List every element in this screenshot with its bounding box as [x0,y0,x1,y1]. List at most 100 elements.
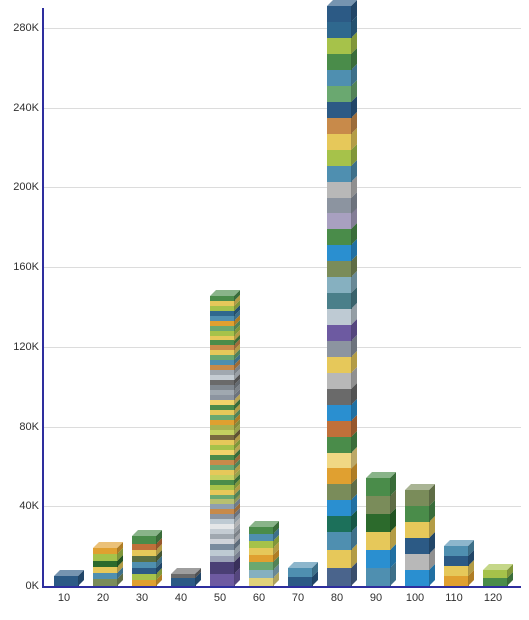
bar-segment [210,475,240,480]
bar-segment [327,293,357,309]
bar-segment [327,309,357,325]
bar-segment [210,385,240,390]
bar-segment [405,506,435,522]
bar-segment [54,576,84,586]
bar-segment [327,325,357,341]
bar-column [210,296,240,586]
bar-segment [210,316,240,321]
bar-segment [210,490,240,495]
bar-segment [210,340,240,345]
bar-segment [210,539,240,544]
bar-segment [210,534,240,539]
bar-segment [210,345,240,350]
bar-segment [210,435,240,440]
bar-segment [249,527,279,534]
bar-segment [366,478,396,496]
bar-segment [210,460,240,465]
bar-segment [132,568,162,574]
bar-segment [210,562,240,574]
bar-segment [327,550,357,568]
bar-column [366,478,396,586]
bar-segment [210,495,240,500]
bar-segment [171,578,201,586]
bar-segment [327,277,357,293]
bar-segment [132,562,162,568]
bar-segment [327,54,357,70]
bar-segment [210,544,240,550]
bars-layer [44,8,521,586]
bar-segment [327,182,357,198]
bar-segment [327,405,357,421]
bar-segment [327,213,357,229]
bar-segment [210,499,240,504]
bar-segment [405,490,435,506]
bar-segment [483,570,513,578]
x-tick-label: 30 [136,592,148,604]
y-tick-label: 120K [3,341,39,353]
bar-segment [210,390,240,395]
bar-segment [483,578,513,586]
bar-segment [132,556,162,562]
bar-segment [327,198,357,214]
bar-segment [327,516,357,532]
bar-segment [210,455,240,460]
bar-segment [210,504,240,509]
y-tick-label: 0K [3,580,39,592]
bar-segment [210,420,240,425]
bar-column [444,546,474,586]
bar-segment [210,550,240,556]
bar-segment [405,554,435,570]
bar-segment [132,544,162,550]
bar-segment [210,425,240,430]
bar-segment [249,534,279,541]
bar-segment [327,437,357,453]
bar-column [249,527,279,586]
bar-segment [327,532,357,550]
bar-segment [210,336,240,341]
bar-segment [93,548,123,554]
bar-segment [405,538,435,554]
bar-segment [132,550,162,556]
y-tick-label: 80K [3,421,39,433]
bar-segment [210,375,240,380]
bar-segment [210,480,240,485]
bar-segment [327,6,357,22]
bar-segment [327,86,357,102]
bar-segment [249,548,279,555]
bar-segment [327,38,357,54]
bar-segment [93,573,123,579]
bar-segment [210,574,240,586]
bar-segment [327,102,357,118]
bar-column [483,570,513,586]
bar-column [54,576,84,586]
bar-segment [327,70,357,86]
y-tick-label: 40K [3,500,39,512]
y-tick-label: 280K [3,22,39,34]
bar-segment [366,514,396,532]
y-tick-label: 200K [3,181,39,193]
bar-column [93,548,123,586]
bar-segment [444,546,474,556]
bar-segment [210,514,240,519]
x-tick-label: 50 [214,592,226,604]
bar-segment [327,341,357,357]
bar-segment [210,306,240,311]
bar-segment [210,524,240,529]
bar-segment [366,568,396,586]
bar-segment [288,577,318,586]
bar-segment [210,440,240,445]
bar-segment [210,331,240,336]
bar-segment [210,485,240,490]
bar-segment [327,389,357,405]
plot-area [42,8,521,588]
x-tick-label: 20 [97,592,109,604]
bar-segment [288,568,318,577]
bar-segment [93,579,123,586]
bar-segment [93,561,123,567]
bar-column [288,568,318,586]
bar-segment [93,554,123,561]
bar-segment [327,261,357,277]
bar-segment [210,301,240,306]
bar-segment [210,355,240,360]
bar-segment [327,22,357,38]
